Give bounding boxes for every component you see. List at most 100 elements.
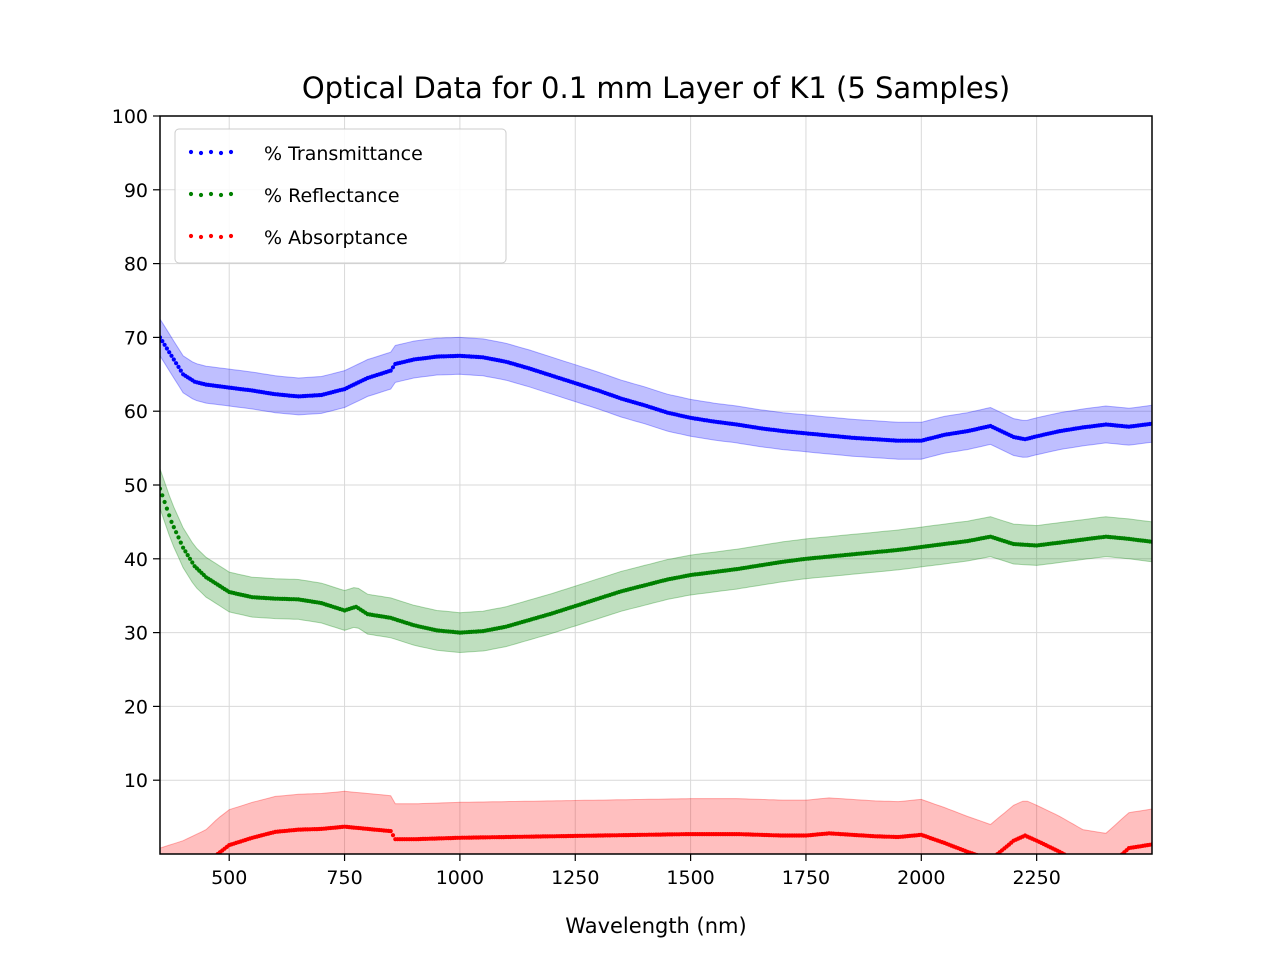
data-points (158, 335, 1152, 885)
data-point (1106, 865, 1110, 869)
data-point (158, 881, 162, 885)
data-point (1088, 864, 1092, 868)
y-tick-label: 30 (124, 623, 148, 645)
data-point (388, 829, 393, 834)
legend-marker (218, 150, 224, 156)
data-point (169, 353, 174, 358)
data-point (164, 506, 169, 511)
data-point (174, 876, 178, 880)
x-tick-label: 2250 (1012, 867, 1060, 889)
data-point (171, 357, 176, 362)
legend: % Transmittance % Reflectance % Absorptanc… (174, 128, 507, 264)
data-point (164, 346, 169, 351)
data-point (167, 350, 172, 355)
data-point (185, 553, 190, 558)
x-tick-label: 1500 (666, 867, 714, 889)
data-point (179, 875, 183, 879)
y-tick-label: 40 (124, 549, 148, 571)
data-point (160, 339, 165, 344)
data-point (984, 856, 988, 860)
y-tick-label: 80 (124, 254, 148, 276)
x-tick-label: 500 (211, 867, 247, 889)
legend-marker (228, 149, 234, 155)
data-point (195, 867, 199, 871)
series-band (160, 790, 1152, 854)
legend-label: % Reflectance (264, 185, 400, 207)
data-point (176, 876, 180, 880)
legend-marker (218, 192, 224, 198)
legend-marker (228, 233, 234, 239)
data-point (1104, 867, 1108, 871)
data-point (199, 865, 203, 869)
data-point (171, 525, 176, 530)
legend-marker (228, 191, 234, 197)
data-point (204, 863, 208, 867)
series-band (160, 468, 1152, 654)
y-tick-label: 50 (124, 475, 148, 497)
data-point (165, 879, 169, 883)
x-tick-label: 750 (326, 867, 362, 889)
y-tick-label: 90 (124, 180, 148, 202)
data-point (188, 871, 192, 875)
data-point (1099, 866, 1103, 870)
legend-marker (208, 191, 214, 197)
data-point (178, 368, 183, 373)
data-point (1092, 865, 1096, 869)
data-point (187, 556, 193, 561)
x-tick-label: 2000 (897, 867, 945, 889)
y-tick-label: 60 (124, 401, 148, 423)
data-point (197, 866, 201, 870)
legend-label: % Absorptance (264, 227, 408, 249)
data-point (991, 856, 995, 860)
x-tick-label: 1750 (782, 867, 830, 889)
data-point (190, 870, 194, 874)
legend-marker (208, 233, 214, 239)
data-point (169, 519, 174, 525)
y-tick-label: 70 (124, 327, 148, 349)
legend-marker (188, 191, 194, 197)
data-point (209, 859, 213, 863)
data-point (390, 833, 396, 838)
data-point (1072, 858, 1076, 862)
data-point (1081, 863, 1085, 867)
y-tick-label: 20 (124, 696, 148, 718)
data-point (183, 549, 188, 554)
data-point (202, 864, 206, 868)
x-tick-label: 1250 (551, 867, 599, 889)
data-point (1108, 863, 1112, 867)
data-point (162, 499, 167, 505)
data-point (1102, 866, 1106, 870)
data-point (1076, 860, 1080, 864)
data-point (986, 857, 990, 861)
data-point (160, 493, 165, 498)
data-point (172, 877, 176, 881)
data-point (1074, 859, 1078, 863)
data-point (174, 530, 179, 535)
y-tick-label: 100 (112, 106, 148, 128)
data-point (162, 342, 167, 347)
data-point (1095, 865, 1099, 869)
data-point (982, 855, 986, 859)
data-point (178, 540, 183, 545)
legend-label: % Transmittance (264, 143, 423, 165)
legend-marker (198, 234, 204, 240)
data-point (1085, 864, 1089, 868)
data-point (174, 361, 179, 366)
data-point (181, 874, 185, 878)
data-point (1118, 854, 1122, 858)
data-point (167, 879, 171, 883)
data-point (206, 861, 210, 865)
legend-marker (198, 192, 204, 198)
data-point (211, 856, 215, 860)
data-point (163, 880, 167, 884)
x-tick-label: 1000 (436, 867, 484, 889)
data-point (186, 872, 190, 876)
y-tick-label: 10 (124, 770, 148, 792)
data-point (183, 873, 187, 877)
data-point (388, 368, 393, 373)
data-point (979, 855, 983, 859)
data-point (1078, 862, 1082, 866)
chart-title: Optical Data for 0.1 mm Layer of K1 (5 S… (302, 71, 1010, 105)
data-point (181, 545, 186, 550)
